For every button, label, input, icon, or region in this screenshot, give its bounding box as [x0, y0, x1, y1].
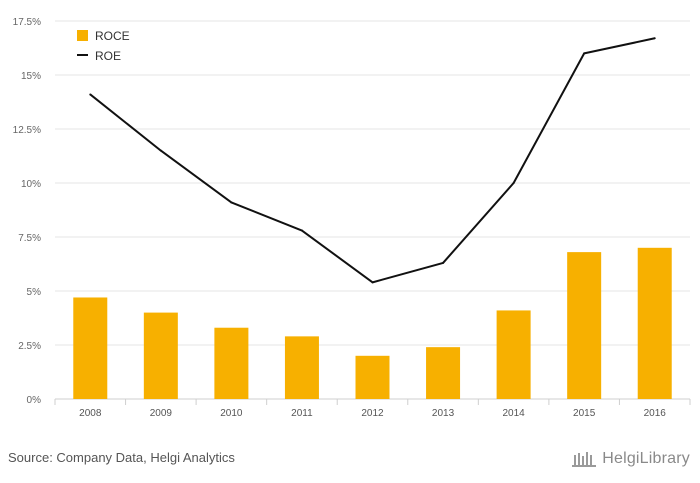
bar-roce — [355, 355, 390, 399]
point-roe — [300, 229, 303, 232]
legend: ROCE ROE — [77, 29, 130, 63]
legend-label-roe: ROE — [95, 49, 121, 63]
y-tick-label: 7.5% — [18, 233, 41, 244]
bar-roce — [637, 247, 672, 399]
bar-roce — [426, 347, 461, 399]
y-tick-label: 12.5% — [13, 125, 41, 136]
point-roe — [371, 281, 374, 284]
x-tick-label: 2008 — [79, 408, 102, 419]
x-tick-label: 2009 — [150, 408, 173, 419]
library-icon — [572, 452, 597, 467]
y-tick-label: 10% — [21, 179, 41, 190]
chart: 0% 2.5% 5% 7.5% 10% 12.5% 15% 17.5% 2008 2009 201… — [13, 17, 691, 419]
x-tick-label: 2014 — [502, 408, 525, 419]
x-tick-label: 2015 — [573, 408, 596, 419]
y-tick-label: 0% — [27, 395, 42, 406]
roe-line — [89, 37, 656, 284]
y-tick-label: 17.5% — [13, 17, 41, 28]
y-axis: 0% 2.5% 5% 7.5% 10% 12.5% 15% 17.5% — [13, 17, 41, 406]
y-tick-label: 15% — [21, 71, 41, 82]
x-tick-label: 2016 — [644, 408, 667, 419]
point-roe — [583, 52, 586, 55]
bar-roce — [567, 252, 602, 399]
bar-roce — [496, 310, 531, 399]
point-roe — [89, 93, 92, 96]
source-note: Source: Company Data, Helgi Analytics — [8, 450, 235, 465]
point-roe — [230, 201, 233, 204]
x-tick-label: 2011 — [291, 408, 313, 419]
point-roe — [512, 182, 515, 184]
x-axis: 2008 2009 2010 2011 2012 2013 2014 2015 2016 — [54, 399, 691, 419]
x-tick-label: 2012 — [361, 408, 384, 419]
x-tick-label: 2013 — [432, 408, 455, 419]
roce-bars — [73, 247, 672, 399]
x-tick-label: 2010 — [220, 408, 243, 419]
bar-roce — [143, 312, 178, 399]
helgi-library-logo: HelgiLibrary — [572, 448, 690, 470]
logo-text: HelgiLibrary — [602, 450, 690, 467]
y-tick-label: 5% — [27, 287, 42, 298]
bar-roce — [73, 297, 108, 399]
point-roe — [159, 149, 162, 152]
point-roe — [442, 261, 445, 264]
bar-roce — [214, 327, 249, 399]
point-roe — [653, 37, 656, 40]
footer: Source: Company Data, Helgi Analytics He… — [0, 440, 700, 483]
bar-roce — [284, 336, 319, 399]
y-tick-label: 2.5% — [18, 341, 41, 352]
legend-label-roce: ROCE — [95, 29, 130, 43]
legend-swatch-roce — [77, 30, 88, 41]
